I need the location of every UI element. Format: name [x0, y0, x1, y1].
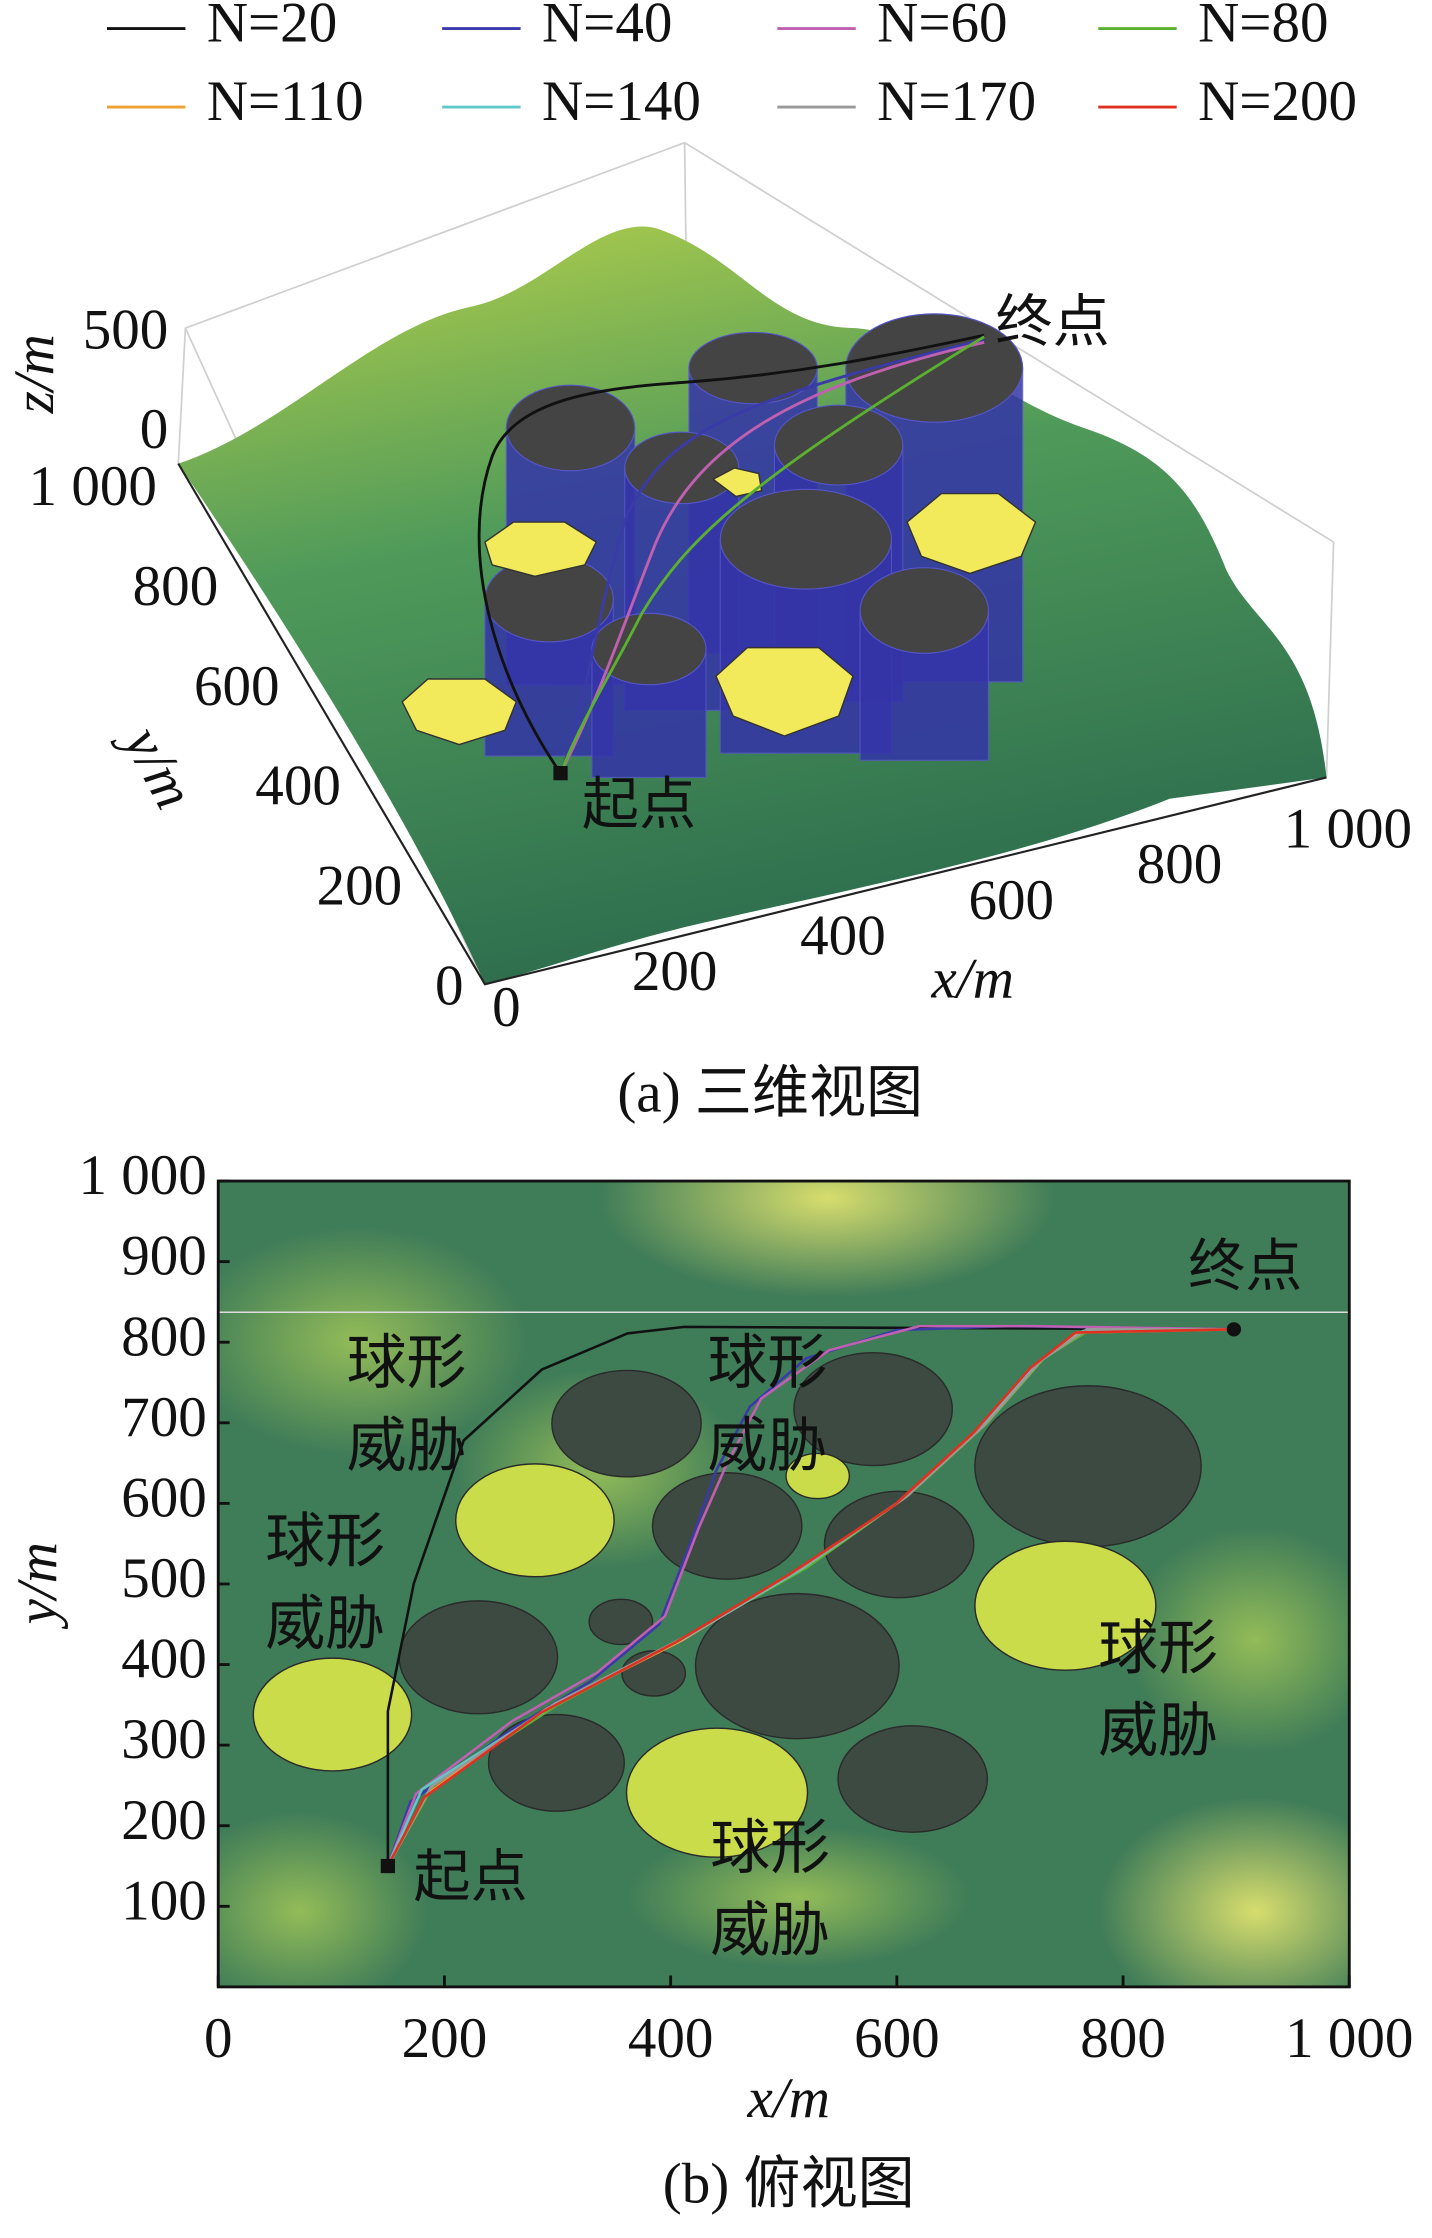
path-line — [386, 1325, 1234, 1867]
threat-label: 威胁 — [707, 1413, 827, 1479]
threat-label: 球形 — [710, 1815, 830, 1881]
x-tick-label: 400 — [800, 905, 886, 968]
threat — [252, 1657, 413, 1772]
x-axis-label: x/m — [747, 2067, 830, 2130]
threat — [455, 1463, 615, 1578]
y-tick-label: 100 — [121, 1869, 207, 1932]
x-tick-label: 200 — [632, 940, 718, 1003]
y-tick-label: 1 000 — [78, 1144, 206, 1207]
y-tick-label: 0 — [435, 954, 464, 1017]
y-tick-label: 500 — [121, 1547, 207, 1610]
legend-label: N=40 — [542, 0, 672, 55]
path-line — [386, 1324, 1234, 1867]
y-tick-label: 800 — [121, 1305, 207, 1368]
threat-label: 球形 — [347, 1330, 467, 1396]
threat-domes — [401, 467, 1037, 746]
x-tick-label: 600 — [854, 2007, 940, 2070]
terrain-map — [218, 1181, 1350, 1987]
y-axis-label: y/m — [109, 712, 206, 819]
caption: (a) 三维视图 — [617, 1061, 923, 1124]
y-axis-label: y/m — [6, 1542, 69, 1629]
x-tick-label: 1 000 — [1285, 2007, 1413, 2070]
x-tick-label: 800 — [1080, 2007, 1166, 2070]
legend-label: N=20 — [207, 0, 337, 55]
x-tick-label: 0 — [204, 2007, 233, 2070]
plot-area — [252, 1322, 1242, 1874]
threat — [625, 1727, 809, 1858]
start-marker-3d — [553, 765, 568, 781]
obstacle — [651, 1472, 803, 1580]
y-tick-label: 200 — [317, 855, 403, 918]
y-tick-label: 900 — [121, 1225, 207, 1288]
start-label-3d: 起点 — [582, 773, 696, 836]
threat-label: 威胁 — [347, 1413, 467, 1479]
x-tick-label: 600 — [968, 869, 1054, 932]
legend-label: N=110 — [207, 70, 364, 133]
threat-label: 威胁 — [1098, 1698, 1218, 1764]
x-tick-label: 400 — [628, 2007, 714, 2070]
threat-label: 球形 — [1098, 1615, 1218, 1681]
z-axis-label: z/m — [3, 334, 66, 414]
legend-label: N=170 — [877, 70, 1036, 133]
threat-label: 球形 — [707, 1330, 827, 1396]
y-tick-label: 300 — [121, 1708, 207, 1771]
y-tick-label: 400 — [121, 1628, 207, 1691]
obstacle — [551, 1369, 702, 1478]
x-tick-label: 0 — [492, 976, 521, 1039]
y-tick-label: 800 — [133, 555, 219, 618]
threat — [785, 1452, 851, 1500]
legend-label: N=200 — [1198, 70, 1357, 133]
y-tick-label: 200 — [121, 1789, 207, 1852]
path-line — [386, 1328, 1234, 1867]
legend-label: N=140 — [542, 70, 701, 133]
obstacle — [823, 1490, 975, 1599]
obstacle — [694, 1592, 900, 1740]
legend: N=20 N=40 N=60 N=80 N=110 N=140 N=170 N=200 — [106, 0, 1357, 133]
obstacle — [487, 1713, 625, 1812]
threat-label: 威胁 — [265, 1591, 385, 1657]
end-label-3d: 终点 — [996, 291, 1110, 354]
obstacle — [621, 1650, 687, 1697]
y-tick-label: 700 — [121, 1386, 207, 1449]
threat-label: 球形 — [265, 1508, 385, 1574]
y-tick-label: 600 — [121, 1466, 207, 1529]
obstacle — [398, 1600, 559, 1715]
legend-label: N=60 — [877, 0, 1007, 55]
legend-label: N=80 — [1198, 0, 1328, 55]
x-axis-label: x/m — [931, 947, 1014, 1010]
end-marker — [1226, 1322, 1242, 1337]
obstacle — [837, 1725, 989, 1833]
z-tick-label: 0 — [140, 398, 169, 461]
start-marker — [380, 1858, 396, 1874]
y-tick-label: 400 — [255, 755, 341, 818]
z-tick-label: 500 — [83, 298, 169, 361]
caption: (b) 俯视图 — [663, 2153, 915, 2216]
end-label: 终点 — [1188, 1235, 1302, 1298]
obstacle — [974, 1385, 1202, 1548]
obstacle — [793, 1351, 953, 1467]
obstacle — [588, 1598, 654, 1646]
y-tick-label: 600 — [194, 655, 280, 718]
axes-3d — [177, 463, 1327, 986]
paths-3d — [477, 333, 985, 774]
start-label: 起点 — [414, 1846, 528, 1909]
threat-label: 威胁 — [710, 1898, 830, 1964]
y-tick-label: 1 000 — [29, 455, 157, 518]
x-tick-label: 1 000 — [1284, 798, 1412, 861]
x-tick-label: 800 — [1137, 833, 1223, 896]
threat — [974, 1540, 1157, 1671]
scene-3d — [177, 141, 1335, 986]
x-tick-label: 200 — [402, 2007, 488, 2070]
